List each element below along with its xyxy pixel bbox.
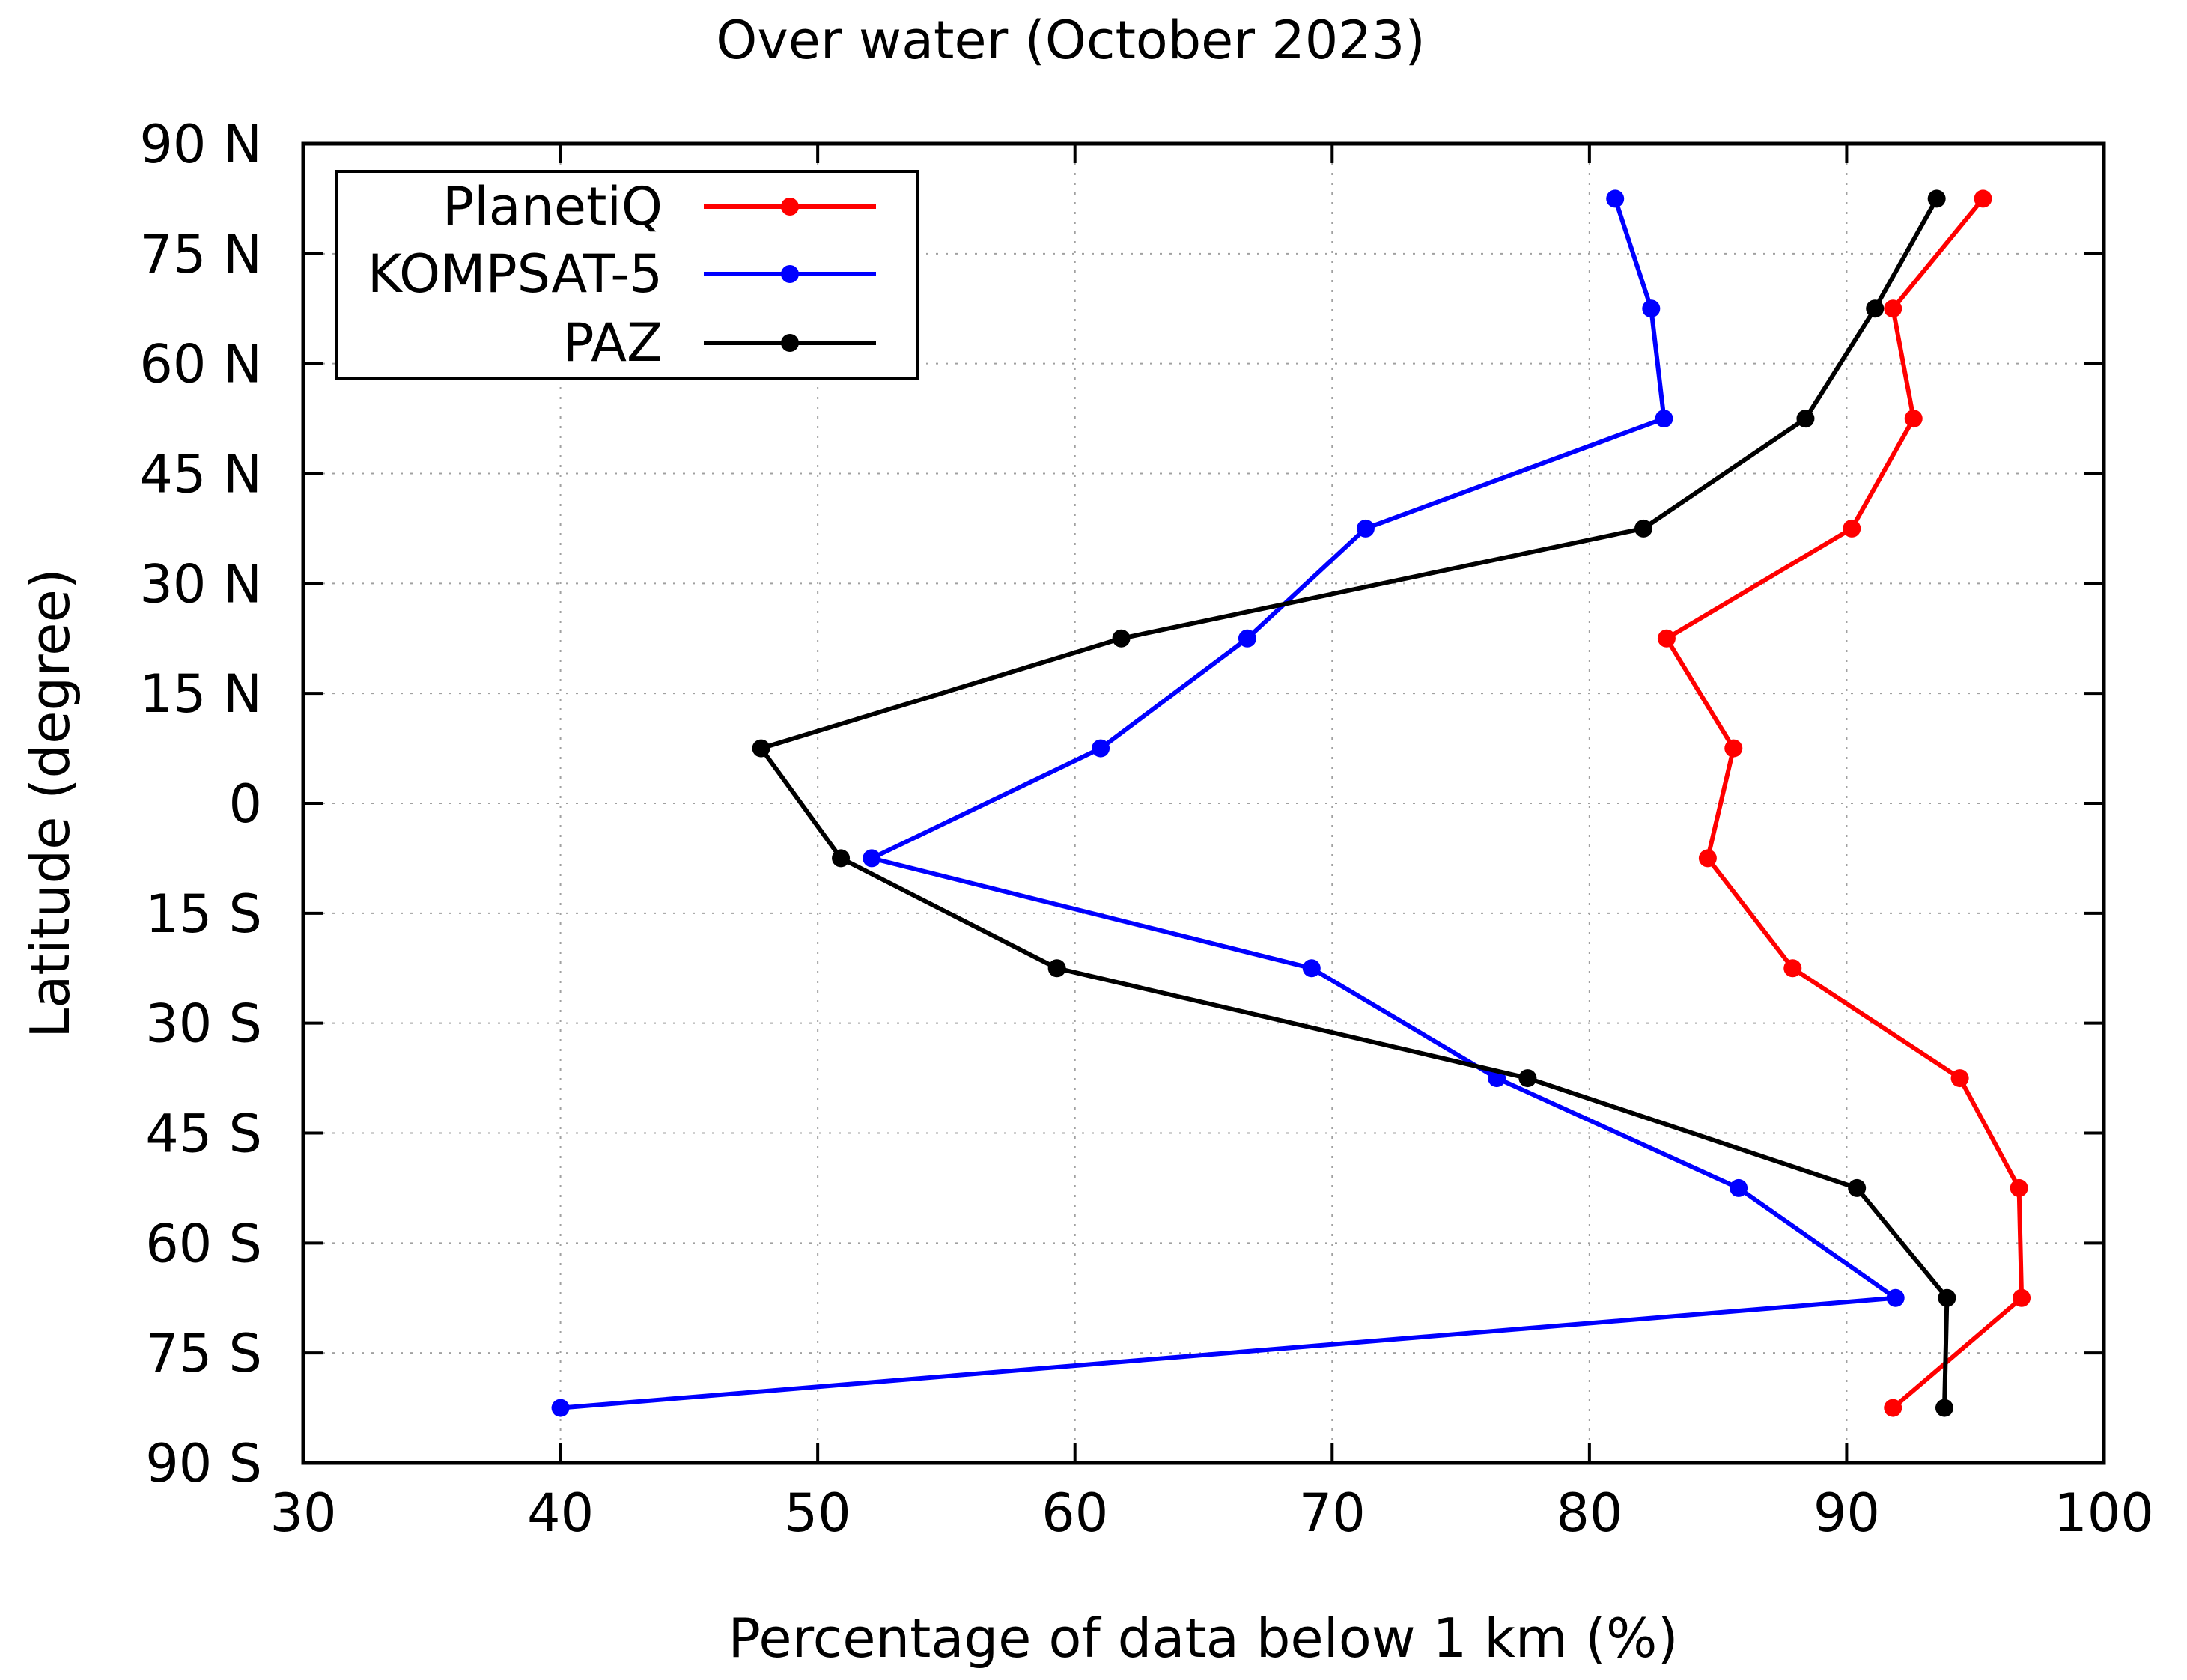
data-point-kompsat-5	[1655, 410, 1673, 428]
series-line-paz	[758, 197, 1950, 1408]
data-point-planetiq	[2013, 1288, 2031, 1307]
legend-marker-planetiq	[781, 198, 799, 216]
data-point-paz	[832, 849, 851, 868]
data-point-paz	[1634, 519, 1653, 538]
y-axis-label: Latitude (degree)	[19, 568, 82, 1038]
legend: PlanetiQ KOMPSAT-5 PAZ	[335, 170, 919, 380]
x-tick-label: 90	[1813, 1482, 1880, 1544]
data-point-planetiq	[1698, 849, 1717, 868]
data-point-paz	[1938, 1288, 1956, 1307]
data-point-paz	[1935, 1399, 1953, 1417]
x-tick-label: 80	[1556, 1482, 1622, 1544]
data-point-planetiq	[1724, 739, 1743, 758]
y-tick-label: 90 S	[145, 1433, 262, 1494]
x-tick-label: 100	[2054, 1482, 2154, 1544]
x-tick-label: 50	[785, 1482, 851, 1544]
y-tick-label: 75 N	[139, 224, 262, 285]
legend-label-planetiq: PlanetiQ	[442, 176, 663, 237]
data-point-kompsat-5	[1092, 739, 1110, 758]
data-point-kompsat-5	[1642, 299, 1661, 318]
data-point-paz	[1112, 629, 1131, 648]
y-tick-label: 45 S	[145, 1104, 262, 1165]
data-point-paz	[1796, 410, 1815, 428]
series-line-kompsat-5	[560, 198, 1898, 1410]
x-tick-label: 40	[527, 1482, 594, 1544]
data-point-paz	[1518, 1069, 1537, 1088]
x-axis-label: Percentage of data below 1 km (%)	[728, 1607, 1678, 1670]
data-point-kompsat-5	[1238, 629, 1256, 648]
data-point-kompsat-5	[1730, 1178, 1748, 1197]
grid-lines	[303, 144, 2104, 1463]
y-tick-label: 90 N	[139, 114, 262, 175]
series-paz	[752, 189, 1956, 1417]
series-planetiq	[1657, 189, 2031, 1417]
data-point-kompsat-5	[1606, 189, 1625, 208]
y-tick-label: 75 S	[145, 1323, 262, 1384]
data-point-kompsat-5	[863, 849, 881, 868]
y-tick-label: 30 S	[145, 993, 262, 1055]
data-point-planetiq	[2010, 1178, 2028, 1197]
data-point-paz	[752, 739, 770, 758]
data-point-planetiq	[1884, 1399, 1902, 1417]
chart-title: Over water (October 2023)	[716, 10, 1425, 71]
data-point-paz	[1848, 1178, 1867, 1197]
data-point-paz	[1866, 299, 1885, 318]
data-point-paz	[1927, 189, 1946, 208]
data-point-kompsat-5	[1886, 1288, 1905, 1307]
data-point-planetiq	[1783, 959, 1802, 978]
plot-frame	[301, 141, 2106, 1465]
y-tick-label: 0	[228, 773, 262, 835]
data-point-planetiq	[1904, 410, 1923, 428]
data-point-kompsat-5	[1302, 959, 1321, 978]
data-point-planetiq	[1974, 189, 1992, 208]
data-point-kompsat-5	[551, 1399, 570, 1417]
x-axis-ticks: 30 40 50 60 70 80 90 100	[270, 144, 2154, 1544]
x-tick-label: 30	[270, 1482, 336, 1544]
data-series	[551, 189, 2031, 1417]
y-tick-label: 60 S	[145, 1213, 262, 1274]
legend-label-paz: PAZ	[562, 312, 663, 374]
x-tick-label: 60	[1041, 1482, 1108, 1544]
x-tick-label: 70	[1299, 1482, 1366, 1544]
series-line-planetiq	[1664, 197, 2025, 1410]
legend-label-kompsat-5: KOMPSAT-5	[368, 243, 663, 305]
y-tick-label: 15 N	[139, 663, 262, 725]
legend-marker-kompsat-5	[781, 265, 799, 283]
y-axis-ticks: 90 N 75 N 60 N 45 N 30 N 15 N 0 15 S 30 S 45 S 60 …	[139, 114, 2104, 1494]
data-point-kompsat-5	[1356, 519, 1375, 538]
y-tick-label: 45 N	[139, 444, 262, 505]
data-point-planetiq	[1657, 629, 1676, 648]
legend-marker-paz	[781, 334, 799, 352]
series-kompsat-5	[551, 189, 1905, 1417]
data-point-planetiq	[1950, 1069, 1969, 1088]
data-point-planetiq	[1843, 519, 1861, 538]
data-point-planetiq	[1884, 299, 1902, 318]
y-tick-label: 60 N	[139, 334, 262, 395]
data-point-paz	[1047, 959, 1066, 978]
y-tick-label: 15 S	[145, 883, 262, 945]
y-tick-label: 30 N	[139, 553, 262, 615]
